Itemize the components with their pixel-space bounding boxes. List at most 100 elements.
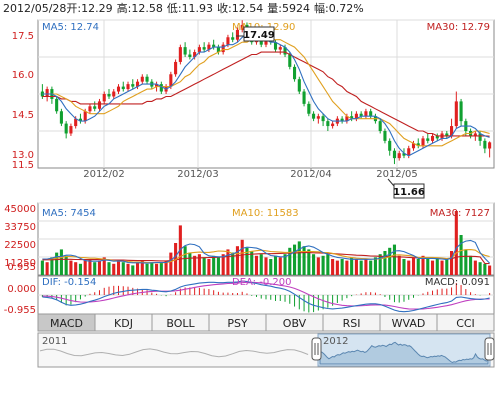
volume-bar (288, 247, 292, 275)
volume-bar (83, 260, 87, 275)
candle (159, 81, 163, 94)
candle (116, 84, 121, 94)
candle-body (169, 74, 173, 87)
candle-body (55, 98, 59, 112)
header-quote: 2012/05/28开:12.29 高:12.58 低:11.93 收:12.54 量:… (3, 1, 364, 15)
volume-y-tick: 33750 (4, 222, 36, 233)
volume-bar (102, 257, 106, 275)
price-ma30-line (42, 51, 490, 137)
header-low: 11.93 (182, 2, 214, 15)
tab-label: KDJ (114, 317, 133, 330)
candle (107, 89, 111, 99)
navigator-history-line (39, 348, 309, 358)
candle (359, 111, 363, 119)
candle (126, 81, 130, 92)
candle-body (435, 135, 439, 139)
volume-y-axis: 45000 33750 22500 11250 (4, 204, 36, 269)
volume-bar (169, 252, 173, 275)
candle (331, 121, 335, 129)
candle-body (221, 44, 225, 53)
candle-body (97, 101, 102, 109)
candle-body (240, 24, 244, 30)
candle (350, 111, 354, 122)
volume-y-tick: 45000 (4, 204, 36, 215)
volume-bar (135, 262, 140, 275)
volume-bar (345, 260, 349, 275)
candle-body (321, 116, 325, 122)
range-navigator[interactable]: 2011 2012 (37, 332, 495, 368)
candle-body (59, 111, 63, 124)
candle-body (74, 118, 78, 127)
volume-bar (473, 260, 477, 275)
header-high: 12.58 (131, 2, 163, 15)
candle (321, 113, 325, 127)
volume-bar (216, 257, 220, 275)
price-ma30-legend: MA30: 12.79 (427, 22, 490, 33)
candle (97, 98, 102, 112)
volume-bar (121, 262, 125, 275)
candle-body (430, 135, 435, 141)
candle (59, 108, 63, 127)
volume-bar (469, 255, 473, 275)
candle (312, 111, 316, 122)
high-annotation: 17.49 (236, 26, 275, 42)
candle-body (107, 94, 111, 97)
volume-bar (55, 252, 59, 275)
candle-body (135, 81, 140, 87)
volume-bar (426, 259, 430, 275)
x-tick: 2012/05 (376, 169, 418, 180)
volume-bar (416, 259, 420, 275)
volume-bar (97, 260, 102, 275)
macd-dif-line (42, 280, 490, 313)
candle-body (145, 76, 149, 82)
tab-wvad[interactable]: WVAD (379, 313, 438, 332)
price-y-tick: 16.0 (12, 70, 34, 81)
tab-macd[interactable]: MACD (37, 313, 96, 332)
volume-bar (383, 251, 387, 275)
volume-ma5-line (42, 239, 490, 264)
candle-body (174, 61, 178, 75)
tab-boll[interactable]: BOLL (151, 313, 210, 332)
candle-body (202, 47, 206, 50)
volume-bar (164, 260, 168, 275)
header-volume: 5924 (282, 2, 310, 15)
volume-bar (459, 235, 463, 275)
candle-body (473, 133, 477, 136)
volume-bar (259, 254, 263, 275)
tab-kdj[interactable]: KDJ (94, 313, 153, 332)
candle-body (102, 94, 106, 102)
candle-body (188, 54, 192, 57)
navigator-selection-line (319, 341, 489, 365)
price-y-tick: 17.5 (12, 31, 34, 42)
candle-body (354, 113, 358, 119)
macd-y-tick: 0.955 (7, 262, 36, 273)
volume-y-tick: 22500 (4, 240, 36, 251)
navigator-right-handle[interactable] (484, 337, 495, 361)
candle-body (216, 47, 220, 53)
tab-obv[interactable]: OBV (265, 313, 324, 332)
candle (459, 98, 463, 127)
candle-body (88, 106, 92, 112)
tab-cci[interactable]: CCI (436, 313, 495, 332)
volume-bar (183, 246, 187, 275)
volume-bar (245, 247, 249, 275)
navigator-left-handle[interactable] (311, 337, 322, 361)
tab-rsi[interactable]: RSI (322, 313, 381, 332)
candle-body (326, 121, 330, 127)
candle-body (293, 66, 297, 80)
tab-psy[interactable]: PSY (208, 313, 267, 332)
candle-body (78, 118, 82, 122)
volume-bar (40, 260, 44, 275)
candle (426, 133, 430, 144)
x-tick: 2012/02 (83, 169, 125, 180)
candle (174, 59, 178, 77)
candle-body (302, 91, 306, 104)
volume-bar (464, 249, 468, 275)
volume-ma-lines (42, 239, 490, 265)
x-tick: 2012/04 (290, 169, 332, 180)
volume-bar (454, 211, 458, 275)
volume-bar (326, 254, 330, 275)
macd-y-axis: 0.955 0.000 -0.955 (4, 262, 36, 316)
volume-bar (45, 262, 49, 275)
volume-bar (107, 262, 111, 275)
